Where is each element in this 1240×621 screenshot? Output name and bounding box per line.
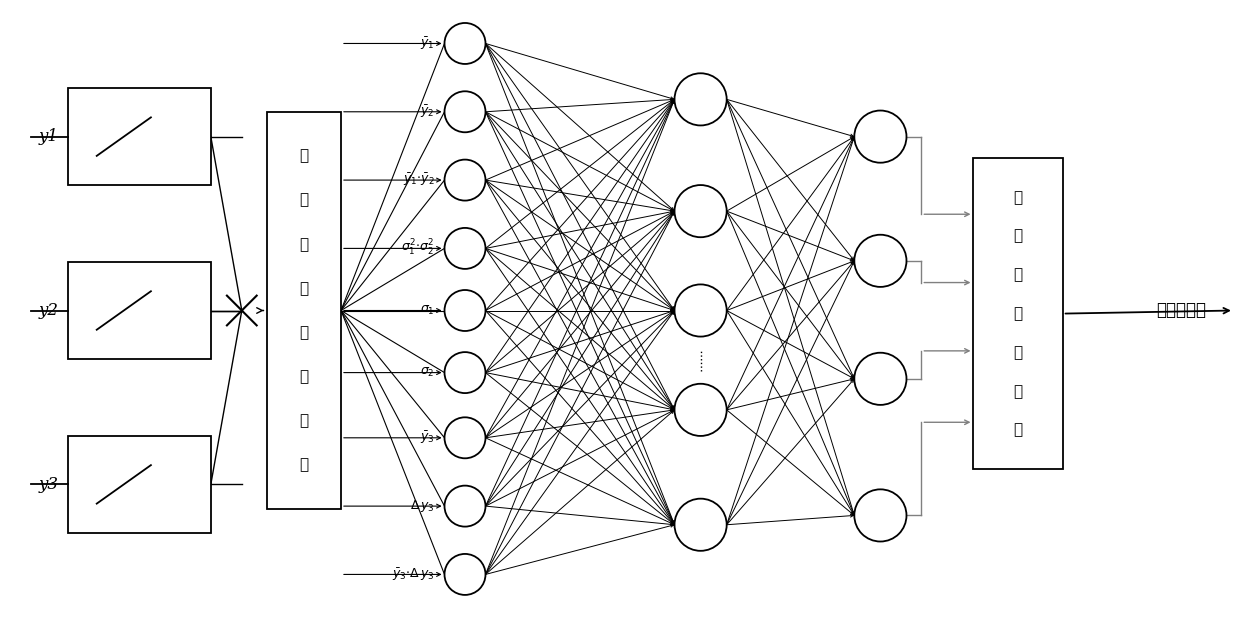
Ellipse shape [675, 499, 727, 551]
Text: 据: 据 [1013, 306, 1023, 321]
Ellipse shape [444, 91, 486, 132]
Text: 切: 切 [1013, 189, 1023, 205]
Ellipse shape [854, 111, 906, 163]
Text: 感: 感 [299, 193, 309, 207]
Ellipse shape [444, 290, 486, 331]
Ellipse shape [854, 235, 906, 287]
Text: 库: 库 [1013, 345, 1023, 360]
Text: $\sigma_1$: $\sigma_1$ [420, 304, 434, 317]
Text: y2: y2 [38, 302, 58, 319]
Text: $\bar{y}_1{\cdot}\bar{y}_2$: $\bar{y}_1{\cdot}\bar{y}_2$ [403, 172, 434, 188]
Text: 削: 削 [1013, 229, 1023, 243]
Ellipse shape [444, 228, 486, 269]
Ellipse shape [854, 489, 906, 542]
Ellipse shape [675, 185, 727, 237]
Text: y1: y1 [38, 128, 58, 145]
Bar [68, 262, 211, 359]
Text: $\sigma_2$: $\sigma_2$ [420, 366, 434, 379]
Bar [68, 436, 211, 532]
Ellipse shape [675, 73, 727, 125]
Text: 征: 征 [299, 281, 309, 296]
Ellipse shape [444, 160, 486, 201]
Text: 息: 息 [299, 369, 309, 384]
Text: $\sigma_1^2{\cdot}\sigma_2^2$: $\sigma_1^2{\cdot}\sigma_2^2$ [401, 238, 434, 258]
Text: y3: y3 [38, 476, 58, 493]
Ellipse shape [854, 353, 906, 405]
Text: 特: 特 [299, 237, 309, 252]
Ellipse shape [675, 384, 727, 436]
Text: 数: 数 [1013, 267, 1023, 283]
Ellipse shape [444, 417, 486, 458]
Text: $\bar{y}_1$: $\bar{y}_1$ [420, 35, 434, 52]
Text: $\bar{y}_3{\cdot}\Delta\,y_3$: $\bar{y}_3{\cdot}\Delta\,y_3$ [392, 566, 434, 582]
Text: $\Delta\,y_3$: $\Delta\,y_3$ [409, 498, 434, 514]
Text: 信: 信 [299, 325, 309, 340]
Text: 新: 新 [1013, 422, 1023, 438]
Text: $\bar{y}_3$: $\bar{y}_3$ [420, 430, 434, 446]
Ellipse shape [675, 284, 727, 337]
Bar [68, 88, 211, 185]
Ellipse shape [444, 554, 486, 595]
Ellipse shape [444, 352, 486, 393]
Text: 传: 传 [299, 148, 309, 163]
Bar [973, 158, 1063, 469]
Text: 提: 提 [299, 414, 309, 428]
Text: $\bar{y}_2$: $\bar{y}_2$ [420, 104, 434, 120]
Text: 生成叶瓣图: 生成叶瓣图 [1156, 302, 1205, 319]
Bar [267, 112, 341, 509]
Text: 取: 取 [299, 458, 309, 473]
Text: 更: 更 [1013, 384, 1023, 399]
Ellipse shape [444, 23, 486, 64]
Ellipse shape [444, 486, 486, 527]
